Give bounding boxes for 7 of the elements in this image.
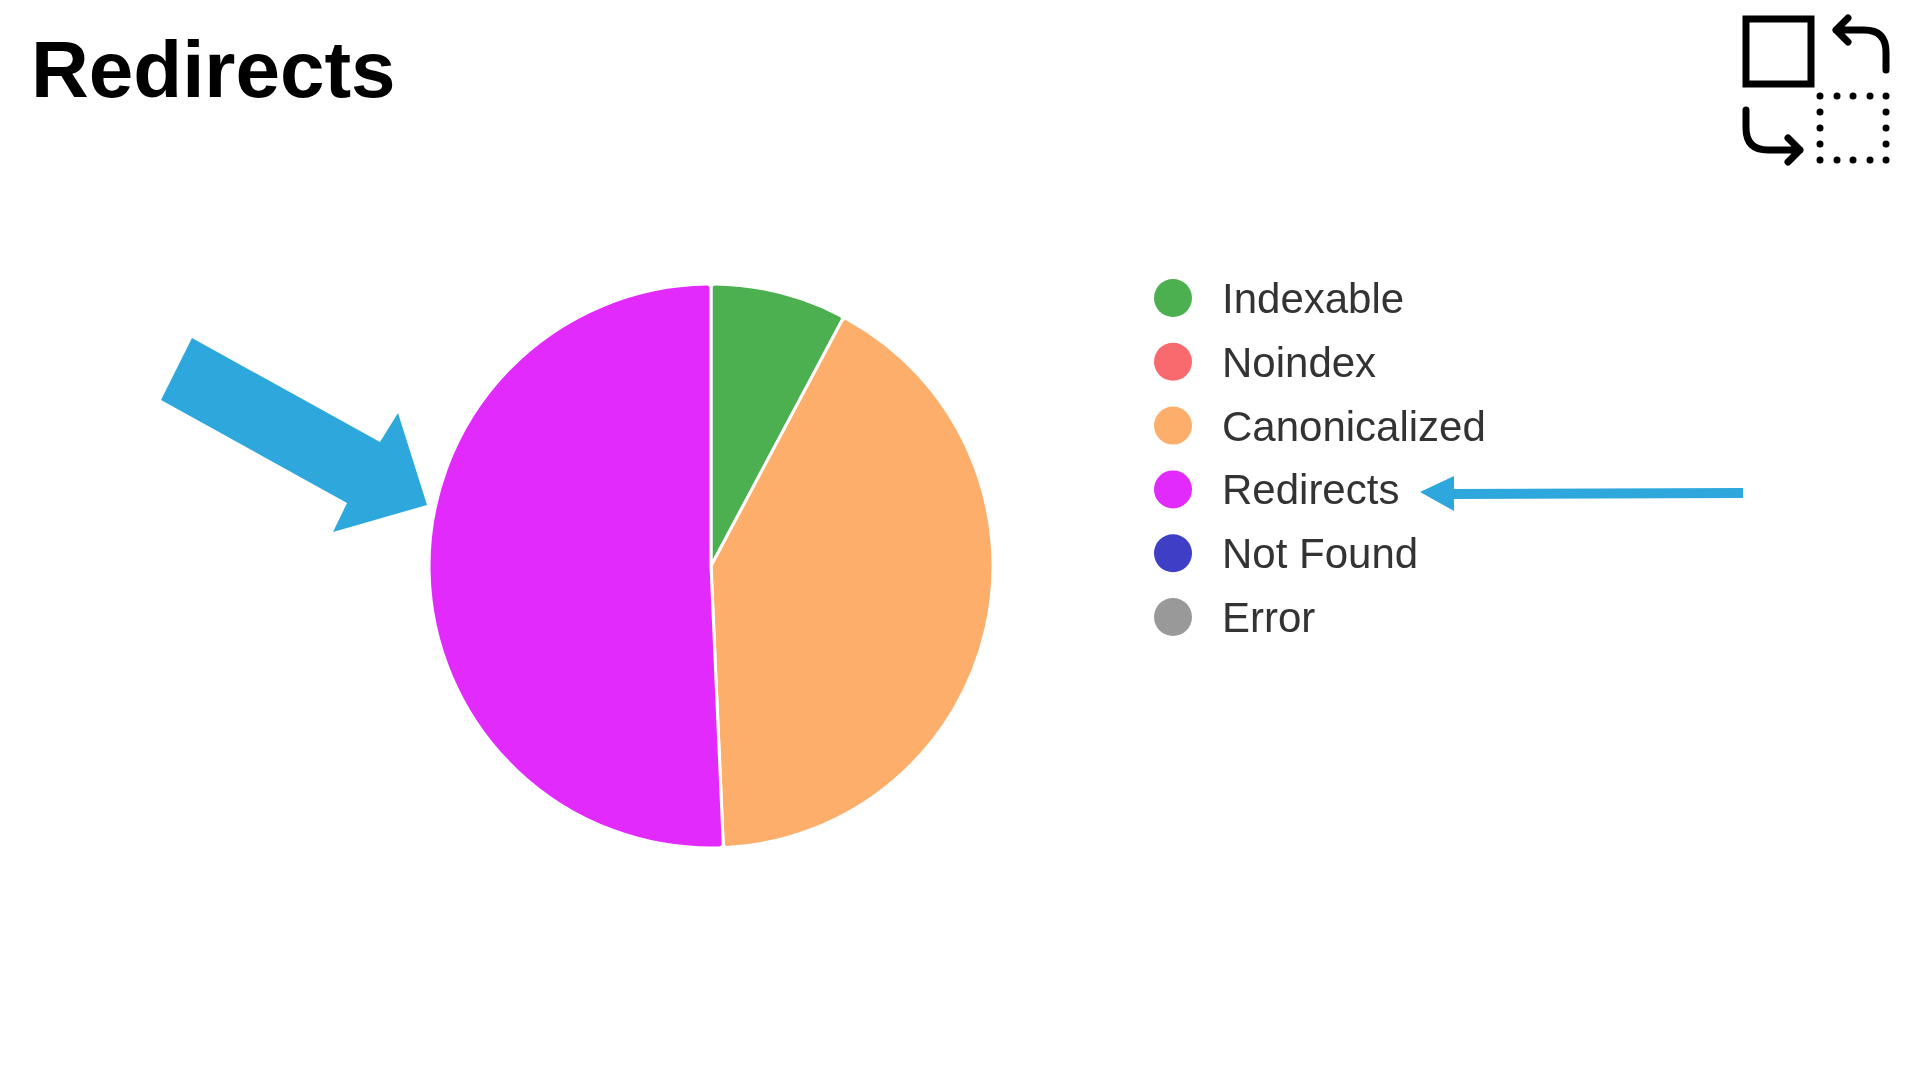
legend-label: Error [1222,594,1316,641]
legend-label: Noindex [1222,338,1377,386]
legend-label: Not Found [1222,530,1419,578]
legend-label: Canonicalized [1222,402,1486,450]
legend-label: Indexable [1222,275,1405,322]
chart-title: Redirects [31,25,396,114]
legend-label: Redirects [1222,466,1400,514]
